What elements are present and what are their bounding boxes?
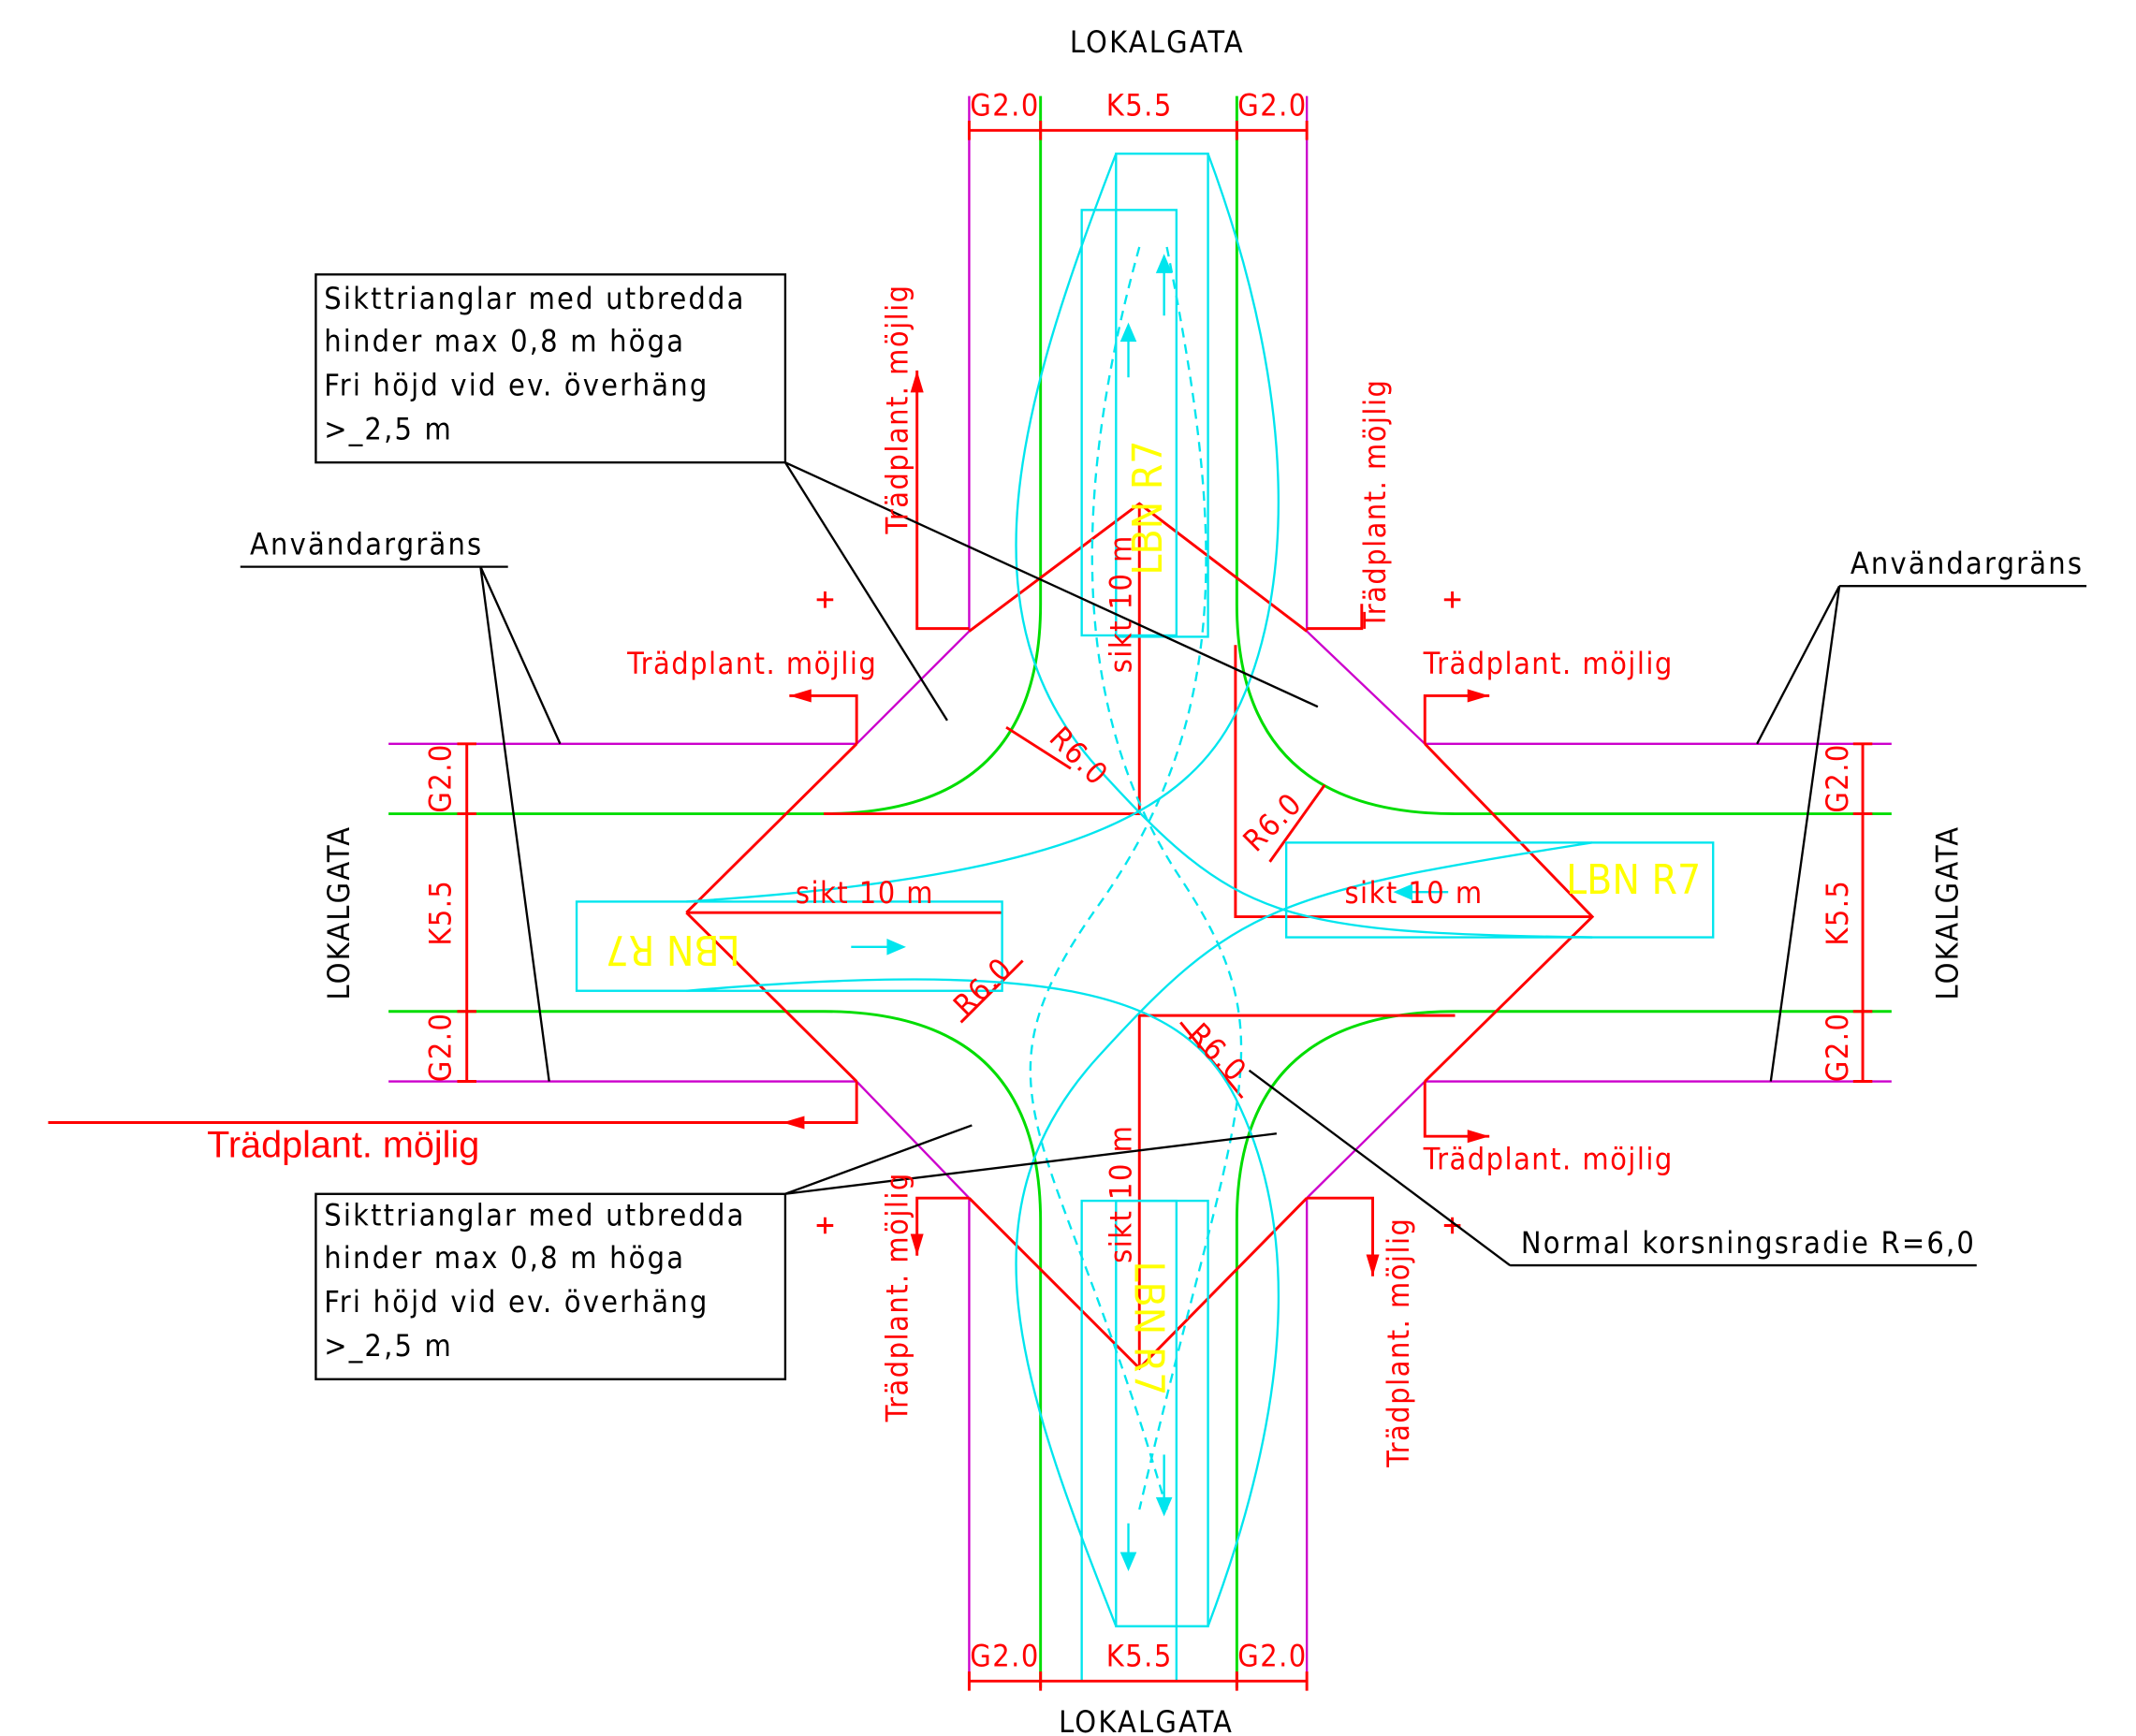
vehicle-label: LBN R7: [1124, 441, 1172, 576]
planting-markers: [48, 370, 1490, 1276]
planting-marker: [1307, 604, 1364, 631]
dimension: G2.0: [422, 743, 458, 812]
planting-marker: [1307, 1196, 1380, 1276]
dimension-lines: [457, 121, 1873, 1691]
planting-label: Trädplant. möjlig: [1423, 1142, 1674, 1177]
vehicle-label: LBN R7: [1125, 1261, 1173, 1395]
note-line: Fri höjd vid ev. överhäng: [324, 368, 709, 403]
boundary-label: Användargräns: [1851, 546, 2084, 581]
dimension: G2.0: [1237, 1638, 1307, 1673]
dimension: G2.0: [1820, 743, 1855, 812]
planting-label: Trädplant. möjlig: [1381, 1218, 1416, 1468]
planting-label: Trädplant. möjlig: [1357, 379, 1393, 630]
street-name: LOKALGATA: [321, 825, 357, 1000]
vehicle-path: [686, 153, 1593, 1627]
note-line: Sikttrianglar med utbredda: [324, 1198, 745, 1233]
planting-marker: [816, 591, 1461, 1234]
dimension-line: [457, 121, 1873, 1691]
planting-marker: [48, 1081, 858, 1124]
dimension: G2.0: [1237, 87, 1307, 123]
vehicle-label: LBN R7: [606, 926, 740, 973]
sight-triangles: [685, 502, 1595, 1371]
sight-label: sikt 10 m: [796, 875, 934, 911]
sight-label: sikt 10 m: [1104, 1125, 1139, 1263]
planting-marker: [1423, 689, 1490, 744]
road-edge: [388, 95, 1892, 1688]
street-name: LOKALGATA: [1929, 825, 1965, 1000]
leader: [315, 1192, 787, 1380]
road-edges: [388, 95, 1892, 1688]
dimension: G2.0: [1820, 1013, 1855, 1082]
radius-label: R6.0: [1181, 1016, 1254, 1089]
boundary-label: Användargräns: [250, 527, 483, 562]
planting-label: Trädplant. möjlig: [207, 1124, 479, 1165]
planting-marker: [1423, 1081, 1490, 1144]
road-edge: [388, 95, 1892, 1688]
leader: [315, 273, 787, 464]
vehicle-path: [1080, 209, 1178, 637]
note-line: >_2,5 m: [324, 1328, 453, 1364]
planting-marker: [910, 1196, 970, 1256]
leaders: [240, 273, 2087, 1380]
vehicle-path: [851, 260, 1449, 1565]
planting-marker: [789, 689, 858, 744]
vehicle-label: LBN R7: [1566, 856, 1701, 904]
sight-triangle: [959, 725, 1326, 1100]
radius-label: R6.0: [1043, 720, 1116, 793]
note-line: >_2,5 m: [324, 411, 453, 446]
planting-marker: [910, 370, 970, 631]
planting-label: Trädplant. möjlig: [880, 1172, 915, 1422]
vehicle-path: [1115, 153, 1209, 638]
planting-label: Trädplant. möjlig: [626, 646, 877, 681]
sight-triangle: [686, 503, 1593, 1369]
vehicle-paths: [575, 153, 1715, 1683]
radius-note: Normal korsningsradie R=6,0: [1521, 1225, 1976, 1261]
planting-label: Trädplant. möjlig: [880, 284, 915, 534]
leader: [240, 461, 2087, 1267]
radius-label: R6.0: [946, 950, 1019, 1023]
dimension: G2.0: [422, 1013, 458, 1082]
note-line: Fri höjd vid ev. överhäng: [324, 1284, 709, 1320]
vehicle-path: [1029, 246, 1243, 1510]
dimension: K5.5: [1106, 1638, 1173, 1673]
street-name: LOKALGATA: [1070, 24, 1245, 60]
note-line: hinder max 0,8 m höga: [324, 324, 685, 359]
note-line: Sikttrianglar med utbredda: [324, 281, 745, 316]
dimension: G2.0: [970, 1638, 1039, 1673]
dimension: K5.5: [422, 880, 458, 946]
sight-label: sikt 10 m: [1104, 534, 1139, 673]
street-name: LOKALGATA: [1059, 1704, 1234, 1736]
dimension: K5.5: [1106, 87, 1173, 123]
dimension: K5.5: [1820, 880, 1855, 946]
vehicle-path: [575, 900, 1003, 992]
note-line: hinder max 0,8 m höga: [324, 1240, 685, 1276]
dimension: G2.0: [970, 87, 1039, 123]
labels: LOKALGATA LOKALGATA LOKALGATA LOKALGATA …: [207, 24, 2084, 1736]
sight-label: sikt 10 m: [1344, 875, 1483, 911]
planting-label: Trädplant. möjlig: [1423, 646, 1674, 681]
vehicle-path: [1284, 841, 1715, 939]
